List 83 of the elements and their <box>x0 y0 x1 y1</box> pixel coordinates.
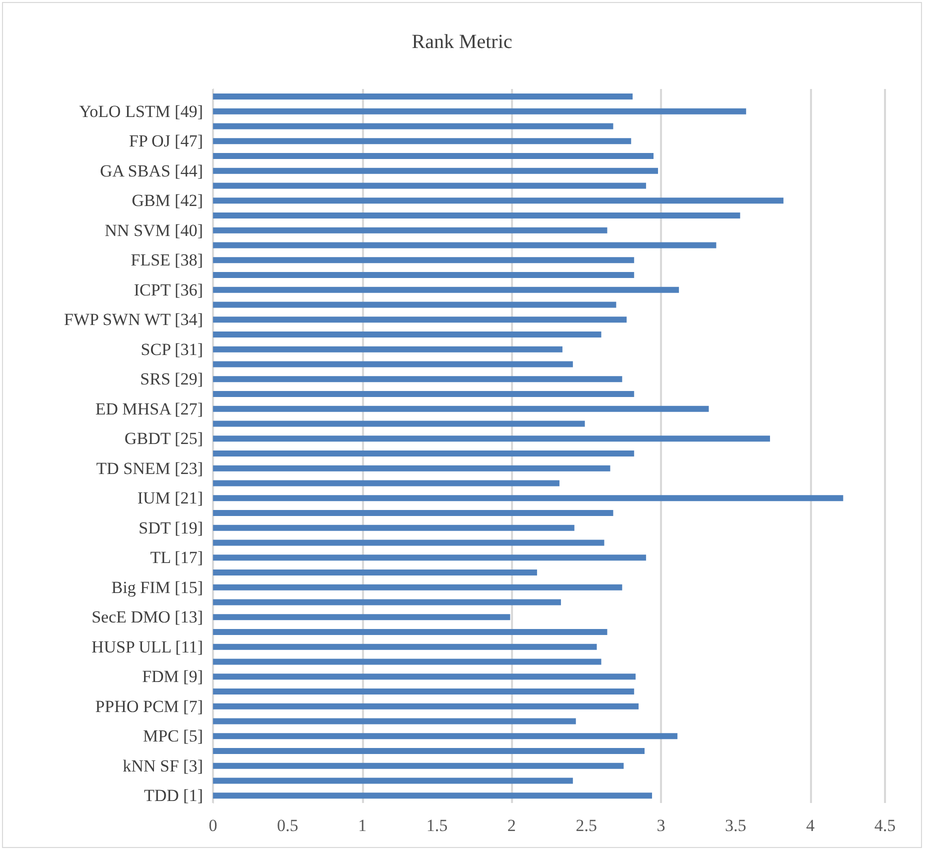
bar <box>213 510 614 516</box>
y-tick-label: IUM [21] <box>137 488 203 508</box>
y-tick-label: ED MHSA [27] <box>95 399 203 418</box>
bar <box>213 524 574 531</box>
bar <box>213 227 608 234</box>
bar <box>213 584 622 590</box>
bar <box>213 554 646 561</box>
bar <box>213 628 608 635</box>
y-tick-label: TDD [1] <box>144 786 203 806</box>
bar <box>213 733 678 740</box>
x-tick-label: 0 <box>208 816 218 835</box>
y-tick-label: MPC [5] <box>143 726 203 746</box>
y-tick-label: ICPT [36] <box>134 280 203 300</box>
bar <box>213 257 634 264</box>
bar <box>213 762 624 769</box>
bar <box>213 242 716 248</box>
x-tick-label: 0.5 <box>277 816 298 835</box>
x-tick-label: 1 <box>358 816 367 835</box>
x-tick-label: 1.5 <box>426 816 448 835</box>
bar <box>213 674 636 680</box>
y-tick-label: FWP SWN WT [34] <box>64 310 203 330</box>
x-tick-label: 4.5 <box>874 816 896 835</box>
bar <box>213 792 652 799</box>
bar <box>213 108 746 114</box>
y-tick-label: SCP [31] <box>140 340 203 359</box>
y-tick-label: FLSE [38] <box>130 250 203 270</box>
bar <box>213 599 561 606</box>
bar <box>213 465 610 472</box>
bar <box>213 376 622 382</box>
bar <box>213 286 679 293</box>
bar <box>213 420 585 427</box>
bar <box>213 778 573 784</box>
y-tick-label: SecE DMO [13] <box>92 608 203 627</box>
y-tick-label: TL [17] <box>150 548 203 568</box>
y-tick-label: GBM [42] <box>132 191 203 210</box>
bar <box>213 168 658 174</box>
bar <box>213 182 646 189</box>
bar <box>213 331 602 338</box>
y-tick-label: NN SVM [40] <box>104 220 203 240</box>
bar <box>213 302 616 308</box>
y-tick-label: PPHO PCM [7] <box>95 696 203 716</box>
bar <box>213 93 633 100</box>
bar <box>213 346 562 352</box>
bar <box>213 152 654 159</box>
bar <box>213 480 560 486</box>
bar <box>213 390 634 397</box>
y-tick-label: kNN SF [3] <box>122 756 203 776</box>
bar <box>213 361 573 368</box>
y-tick-label: YoLO LSTM [49] <box>79 102 203 121</box>
chart-title: Rank Metric <box>412 31 512 53</box>
y-tick-label: FP OJ [47] <box>129 132 203 151</box>
x-tick-label: 2 <box>507 816 516 835</box>
x-tick-label: 3.5 <box>725 816 746 835</box>
y-tick-label: SRS [29] <box>140 370 203 389</box>
x-tick-label: 2.5 <box>576 816 597 835</box>
bar <box>213 540 604 546</box>
bar <box>213 316 627 323</box>
bar <box>213 703 639 710</box>
bar <box>213 212 740 218</box>
bar <box>213 450 634 456</box>
y-tick-label: Big FIM [15] <box>111 578 203 597</box>
bar <box>213 718 576 724</box>
y-tick-label: GA SBAS [44] <box>100 161 203 180</box>
bar <box>213 198 784 204</box>
bar <box>213 569 538 576</box>
bar <box>213 658 602 665</box>
bar <box>213 644 597 650</box>
bar <box>213 614 510 620</box>
x-tick-label: 3 <box>656 816 666 835</box>
bar <box>213 436 770 442</box>
bar <box>213 123 614 130</box>
bar <box>213 495 844 502</box>
bar <box>213 688 634 694</box>
bar <box>213 272 634 278</box>
y-tick-label: FDM [9] <box>142 667 203 686</box>
y-tick-label: GBDT [25] <box>124 429 203 448</box>
bar <box>213 406 709 412</box>
y-tick-label: HUSP ULL [11] <box>92 637 203 656</box>
x-tick-label: 4 <box>806 816 816 835</box>
bar <box>213 748 645 754</box>
y-tick-label: SDT [19] <box>138 518 203 538</box>
y-tick-label: TD SNEM [23] <box>96 458 203 478</box>
bar <box>213 138 632 144</box>
